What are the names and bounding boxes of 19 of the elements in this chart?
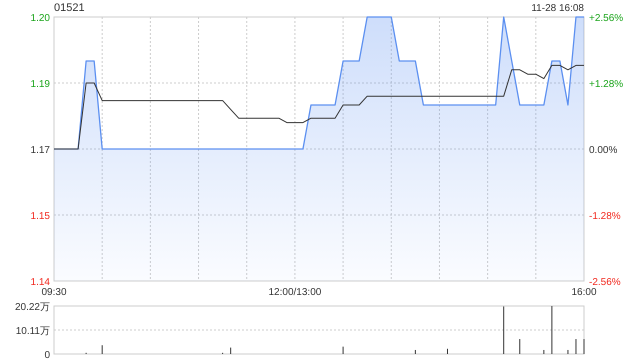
y-tick-label: 0 — [44, 350, 50, 360]
y-tick-label: 1.14 — [30, 277, 50, 288]
chart-subtitle: 11-28 16:08 — [531, 3, 584, 14]
y2-tick-label: -1.28% — [589, 211, 621, 222]
line-series — [54, 64, 584, 150]
x-tick-label: 09:30 — [41, 287, 67, 298]
y-tick-label: 1.15 — [30, 211, 50, 222]
y-tick-label: 20.22万 — [14, 302, 50, 313]
y2-tick-label: 0.00% — [589, 145, 618, 156]
y-tick-label: 1.19 — [30, 79, 50, 90]
x-tick-label: 16:00 — [571, 287, 597, 298]
y2-tick-label: -2.56% — [589, 277, 621, 288]
y2-tick-label: +1.28% — [589, 79, 624, 90]
y-tick-label: 1.17 — [30, 145, 50, 156]
y2-tick-label: +2.56% — [589, 13, 624, 24]
chart-title: 01521 — [54, 2, 85, 14]
y-tick-label: 1.20 — [30, 13, 50, 24]
y-tick-label: 10.11万 — [16, 326, 50, 337]
x-tick-label: 12:00/13:00 — [268, 287, 322, 298]
